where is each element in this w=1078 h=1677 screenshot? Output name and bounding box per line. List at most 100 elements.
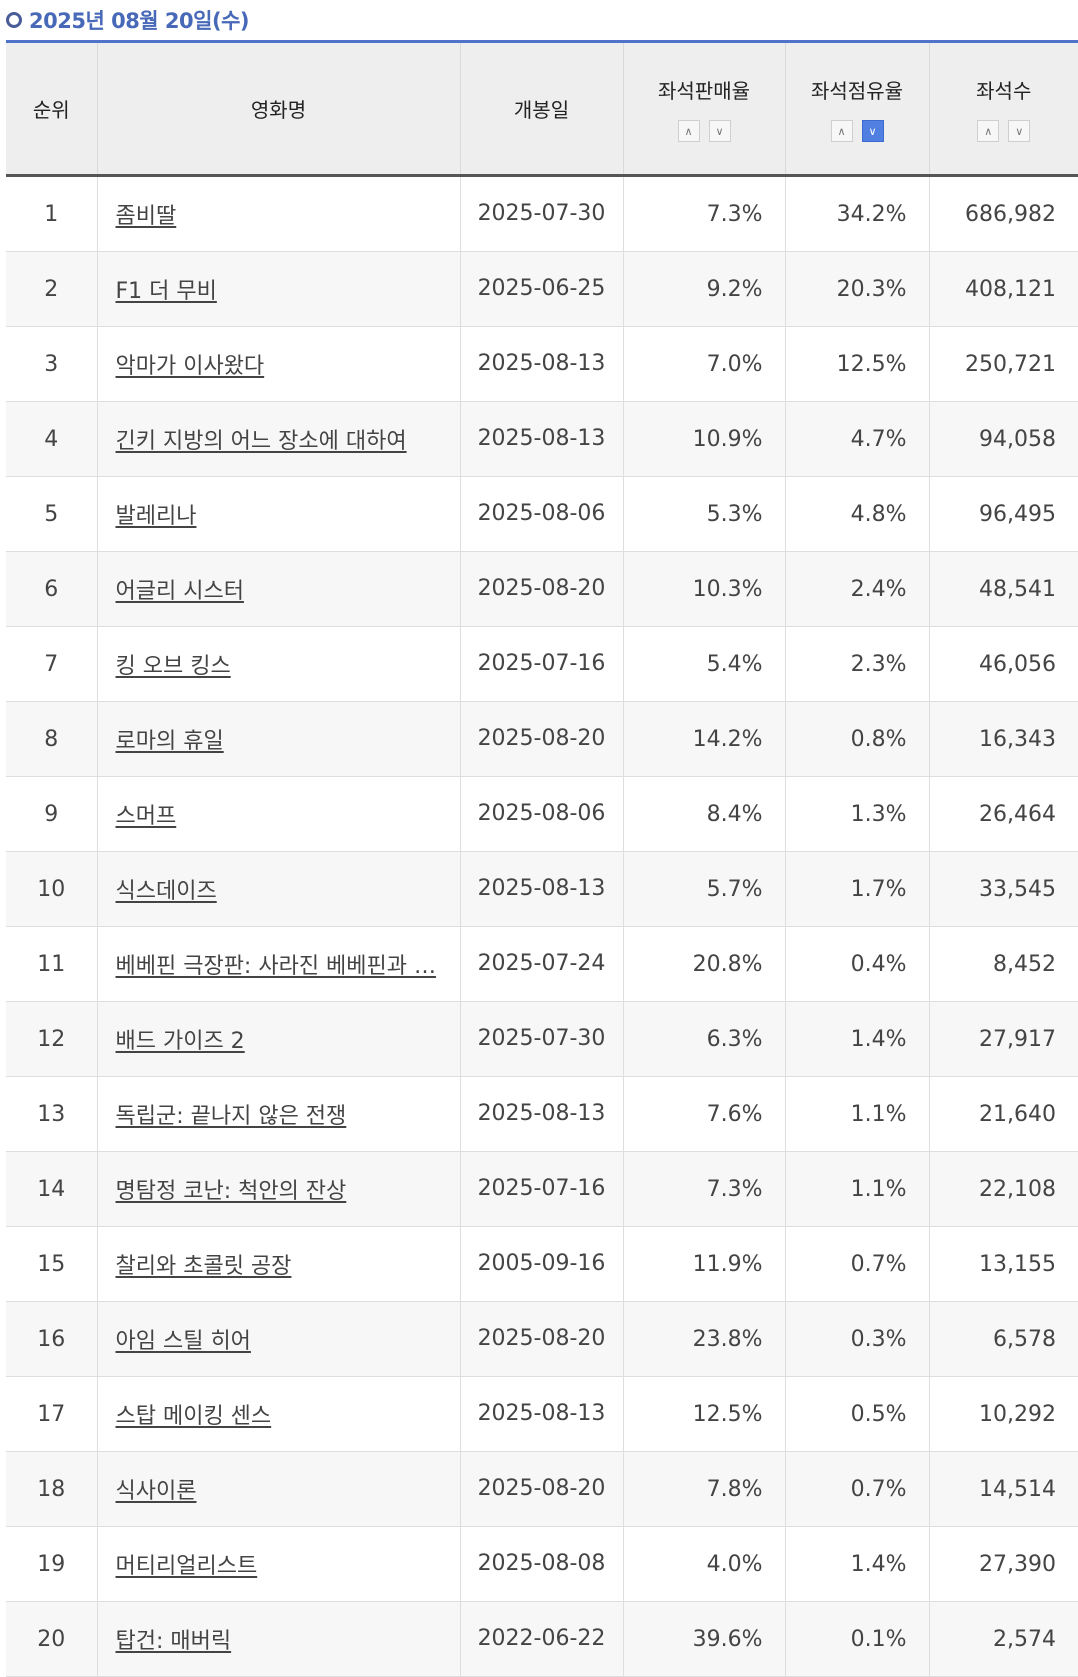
release-date-cell: 2025-08-20: [460, 701, 624, 777]
sort-ascending-share-button[interactable]: ∧: [830, 120, 853, 142]
chevron-down-icon: ∨: [868, 124, 877, 138]
sort-descending-seats-button[interactable]: ∨: [1008, 120, 1031, 142]
rank-cell: 17: [6, 1376, 98, 1452]
release-date-cell: 2025-08-13: [460, 851, 624, 927]
movie-title-link[interactable]: 독립군: 끝나지 않은 전쟁: [115, 1104, 347, 1129]
movie-title-link[interactable]: 식사이론: [115, 1479, 197, 1504]
movie-title-link[interactable]: 킹 오브 킹스: [115, 654, 231, 679]
sales-rate-cell: 4.0%: [623, 1526, 786, 1602]
col-header-title: 영화명: [97, 41, 461, 177]
movie-title-link[interactable]: 아임 스틸 히어: [115, 1329, 251, 1354]
sort-descending-share-button[interactable]: ∨: [861, 120, 884, 142]
seat-share-cell: 2.4%: [785, 551, 930, 627]
title-cell: F1 더 무비: [97, 251, 461, 327]
sort-ascending-seats-button[interactable]: ∧: [977, 120, 1000, 142]
release-date-cell: 2025-08-06: [460, 476, 624, 552]
seat-count-cell: 250,721: [929, 326, 1078, 402]
table-row: 17 스탑 메이킹 센스 2025-08-13 12.5% 0.5% 10,292: [6, 1376, 1078, 1452]
movie-title-link[interactable]: 베베핀 극장판: 사라진 베베핀과 …: [115, 954, 437, 979]
sales-rate-cell: 12.5%: [623, 1376, 786, 1452]
title-cell: 어글리 시스터: [97, 551, 461, 627]
date-header: 2025년 08월 20일(수): [0, 0, 1078, 40]
seat-count-cell: 408,121: [929, 251, 1078, 327]
chevron-up-icon: ∧: [684, 124, 693, 138]
seat-count-cell: 10,292: [929, 1376, 1078, 1452]
seat-share-cell: 2.3%: [785, 626, 930, 702]
seat-count-cell: 2,574: [929, 1601, 1078, 1677]
sales-rate-cell: 5.7%: [623, 851, 786, 927]
seat-count-cell: 8,452: [929, 926, 1078, 1002]
movie-title-link[interactable]: 긴키 지방의 어느 장소에 대하여: [115, 429, 407, 454]
movie-title-link[interactable]: 로마의 휴일: [115, 729, 224, 754]
seat-count-cell: 27,390: [929, 1526, 1078, 1602]
movie-title-link[interactable]: F1 더 무비: [115, 279, 217, 304]
seat-share-cell: 0.7%: [785, 1226, 930, 1302]
table-row: 10 식스데이즈 2025-08-13 5.7% 1.7% 33,545: [6, 851, 1078, 927]
col-header-rank: 순위: [6, 41, 98, 177]
movie-title-link[interactable]: 식스데이즈: [115, 879, 217, 904]
movie-title-link[interactable]: 머티리얼리스트: [115, 1554, 258, 1579]
release-date-cell: 2025-07-24: [460, 926, 624, 1002]
release-date-cell: 2025-08-13: [460, 326, 624, 402]
sales-rate-cell: 5.3%: [623, 476, 786, 552]
rank-cell: 14: [6, 1151, 98, 1227]
rank-cell: 9: [6, 776, 98, 852]
sort-ascending-sales-rate-button[interactable]: ∧: [677, 120, 700, 142]
title-cell: 탑건: 매버릭: [97, 1601, 461, 1677]
release-date-cell: 2025-07-16: [460, 626, 624, 702]
table-row: 20 탑건: 매버릭 2022-06-22 39.6% 0.1% 2,574: [6, 1601, 1078, 1677]
movie-title-link[interactable]: 좀비딸: [115, 204, 177, 229]
seat-share-cell: 20.3%: [785, 251, 930, 327]
rank-cell: 13: [6, 1076, 98, 1152]
title-cell: 로마의 휴일: [97, 701, 461, 777]
seat-count-cell: 21,640: [929, 1076, 1078, 1152]
title-cell: 스탑 메이킹 센스: [97, 1376, 461, 1452]
table-header-row: 순위 영화명 개봉일 좌석판매율 ∧ ∨ 좌석점유율 ∧ ∨ 좌석수: [6, 41, 1078, 177]
table-row: 6 어글리 시스터 2025-08-20 10.3% 2.4% 48,541: [6, 551, 1078, 627]
rank-cell: 12: [6, 1001, 98, 1077]
sort-descending-sales-rate-button[interactable]: ∨: [708, 120, 731, 142]
seat-share-cell: 0.5%: [785, 1376, 930, 1452]
movie-title-link[interactable]: 악마가 이사왔다: [115, 354, 265, 379]
movie-title-link[interactable]: 명탐정 코난: 척안의 잔상: [115, 1179, 347, 1204]
seat-share-cell: 1.1%: [785, 1151, 930, 1227]
seat-share-cell: 34.2%: [785, 175, 930, 252]
seat-share-cell: 0.7%: [785, 1451, 930, 1527]
table-row: 12 배드 가이즈 2 2025-07-30 6.3% 1.4% 27,917: [6, 1001, 1078, 1077]
seat-count-cell: 22,108: [929, 1151, 1078, 1227]
seat-share-cell: 0.3%: [785, 1301, 930, 1377]
date-title: 2025년 08월 20일(수): [29, 9, 250, 33]
title-cell: 긴키 지방의 어느 장소에 대하여: [97, 401, 461, 477]
seat-share-cell: 0.8%: [785, 701, 930, 777]
rank-cell: 2: [6, 251, 98, 327]
title-cell: 명탐정 코난: 척안의 잔상: [97, 1151, 461, 1227]
movie-title-link[interactable]: 어글리 시스터: [115, 579, 244, 604]
seat-share-cell: 12.5%: [785, 326, 930, 402]
movie-title-link[interactable]: 발레리나: [115, 504, 197, 529]
seat-share-cell: 1.1%: [785, 1076, 930, 1152]
sales-rate-cell: 7.6%: [623, 1076, 786, 1152]
table-row: 8 로마의 휴일 2025-08-20 14.2% 0.8% 16,343: [6, 701, 1078, 777]
seat-count-cell: 16,343: [929, 701, 1078, 777]
sales-rate-cell: 20.8%: [623, 926, 786, 1002]
chevron-up-icon: ∧: [984, 124, 993, 138]
movie-title-link[interactable]: 배드 가이즈 2: [115, 1029, 245, 1054]
release-date-cell: 2022-06-22: [460, 1601, 624, 1677]
movie-title-link[interactable]: 스머프: [115, 804, 177, 829]
seat-share-cell: 0.4%: [785, 926, 930, 1002]
movie-title-link[interactable]: 스탑 메이킹 센스: [115, 1404, 272, 1429]
movie-title-link[interactable]: 찰리와 초콜릿 공장: [115, 1254, 292, 1279]
seat-count-cell: 48,541: [929, 551, 1078, 627]
table-row: 14 명탐정 코난: 척안의 잔상 2025-07-16 7.3% 1.1% 22,108: [6, 1151, 1078, 1227]
sales-rate-cell: 8.4%: [623, 776, 786, 852]
sales-rate-cell: 10.9%: [623, 401, 786, 477]
release-date-cell: 2025-08-20: [460, 1451, 624, 1527]
chevron-up-icon: ∧: [837, 124, 846, 138]
release-date-cell: 2025-08-20: [460, 1301, 624, 1377]
release-date-cell: 2025-08-08: [460, 1526, 624, 1602]
sales-rate-cell: 39.6%: [623, 1601, 786, 1677]
sales-rate-cell: 7.0%: [623, 326, 786, 402]
col-header-seats: 좌석수 ∧ ∨: [929, 41, 1078, 177]
movie-title-link[interactable]: 탑건: 매버릭: [115, 1629, 232, 1654]
table-row: 13 독립군: 끝나지 않은 전쟁 2025-08-13 7.6% 1.1% 21,640: [6, 1076, 1078, 1152]
